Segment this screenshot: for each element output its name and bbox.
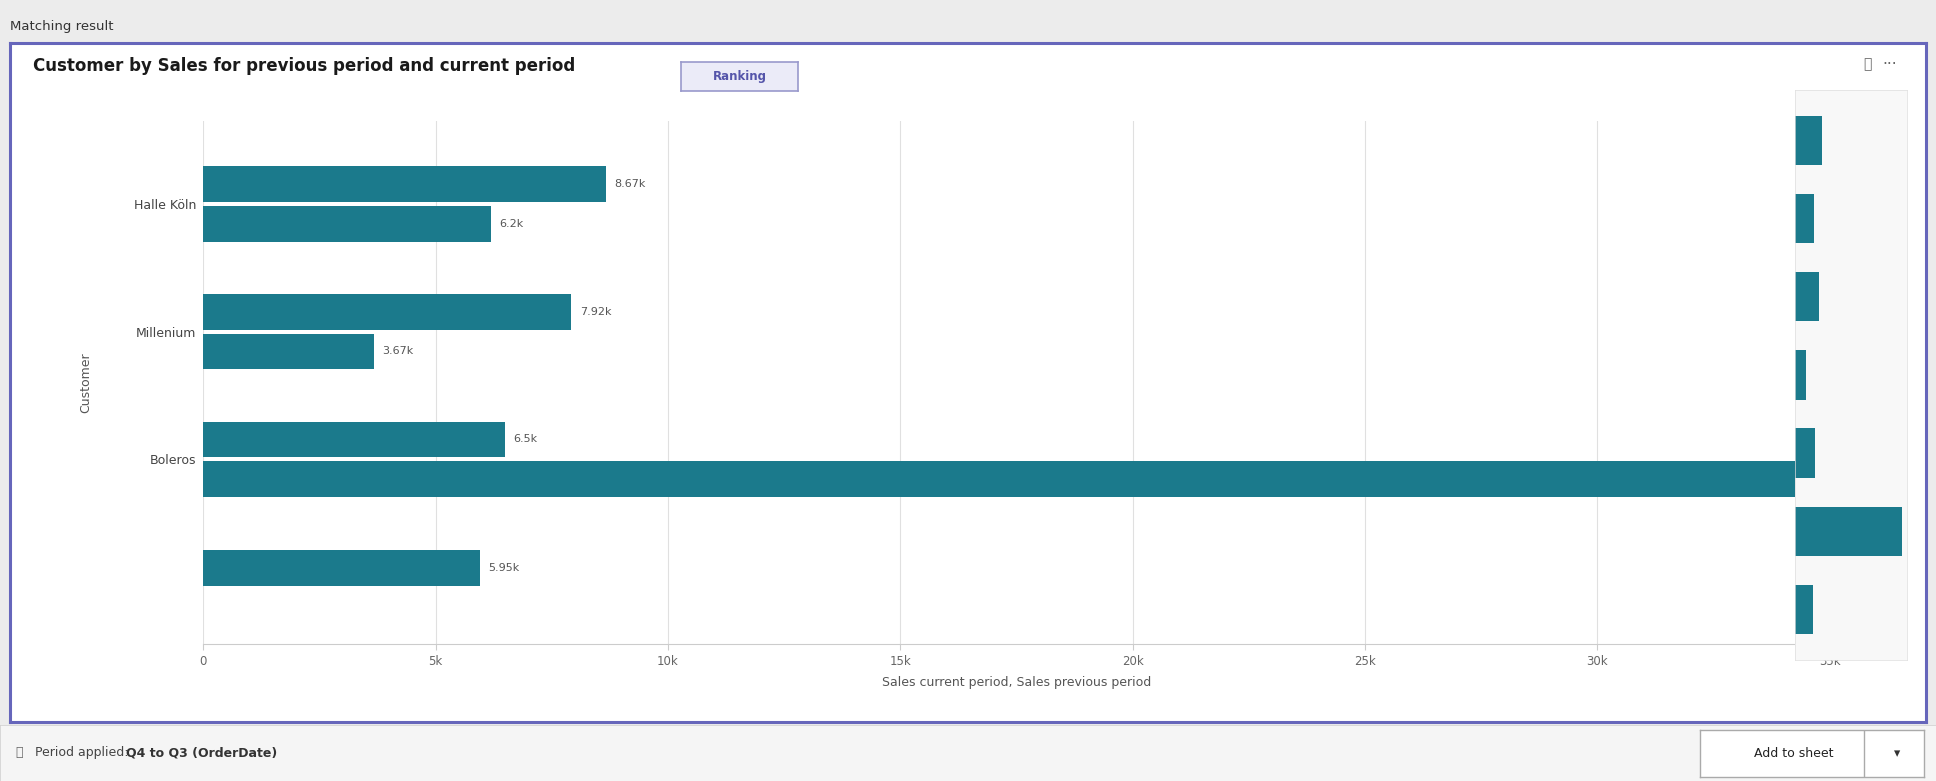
Bar (203, 422, 505, 458)
Bar (203, 461, 1797, 497)
Text: Customer by Sales for previous period and current period: Customer by Sales for previous period an… (33, 57, 575, 75)
Text: 6.2k: 6.2k (499, 219, 525, 229)
Bar (1795, 350, 1806, 400)
Bar (203, 333, 374, 369)
Text: ⛶: ⛶ (1864, 57, 1872, 71)
Text: 8.67k: 8.67k (614, 179, 647, 189)
Y-axis label: Customer: Customer (79, 352, 93, 413)
Bar (203, 294, 571, 330)
Text: 34.29k: 34.29k (1804, 474, 1843, 484)
Text: 6.5k: 6.5k (513, 434, 538, 444)
X-axis label: Sales current period, Sales previous period: Sales current period, Sales previous per… (881, 676, 1152, 689)
Text: 5.95k: 5.95k (488, 563, 519, 572)
Bar (203, 206, 492, 241)
Bar (1795, 507, 1901, 556)
Bar (1795, 429, 1814, 478)
Bar (1795, 116, 1822, 165)
Text: Period applied:: Period applied: (35, 747, 128, 759)
Text: Q4 to Q3 (OrderDate): Q4 to Q3 (OrderDate) (126, 747, 277, 759)
Text: Add to sheet: Add to sheet (1754, 747, 1833, 760)
Bar (203, 166, 606, 202)
Text: Ranking: Ranking (712, 70, 767, 83)
Bar (1795, 585, 1814, 634)
Text: 7.92k: 7.92k (579, 307, 612, 317)
Text: Matching result: Matching result (10, 20, 112, 33)
Text: 3.67k: 3.67k (381, 347, 414, 356)
Text: ⓘ: ⓘ (15, 747, 23, 759)
Text: ···: ··· (1882, 57, 1897, 72)
Bar (203, 550, 480, 586)
Text: ▾: ▾ (1893, 747, 1901, 760)
Bar (1795, 272, 1820, 321)
Bar (1795, 194, 1814, 243)
